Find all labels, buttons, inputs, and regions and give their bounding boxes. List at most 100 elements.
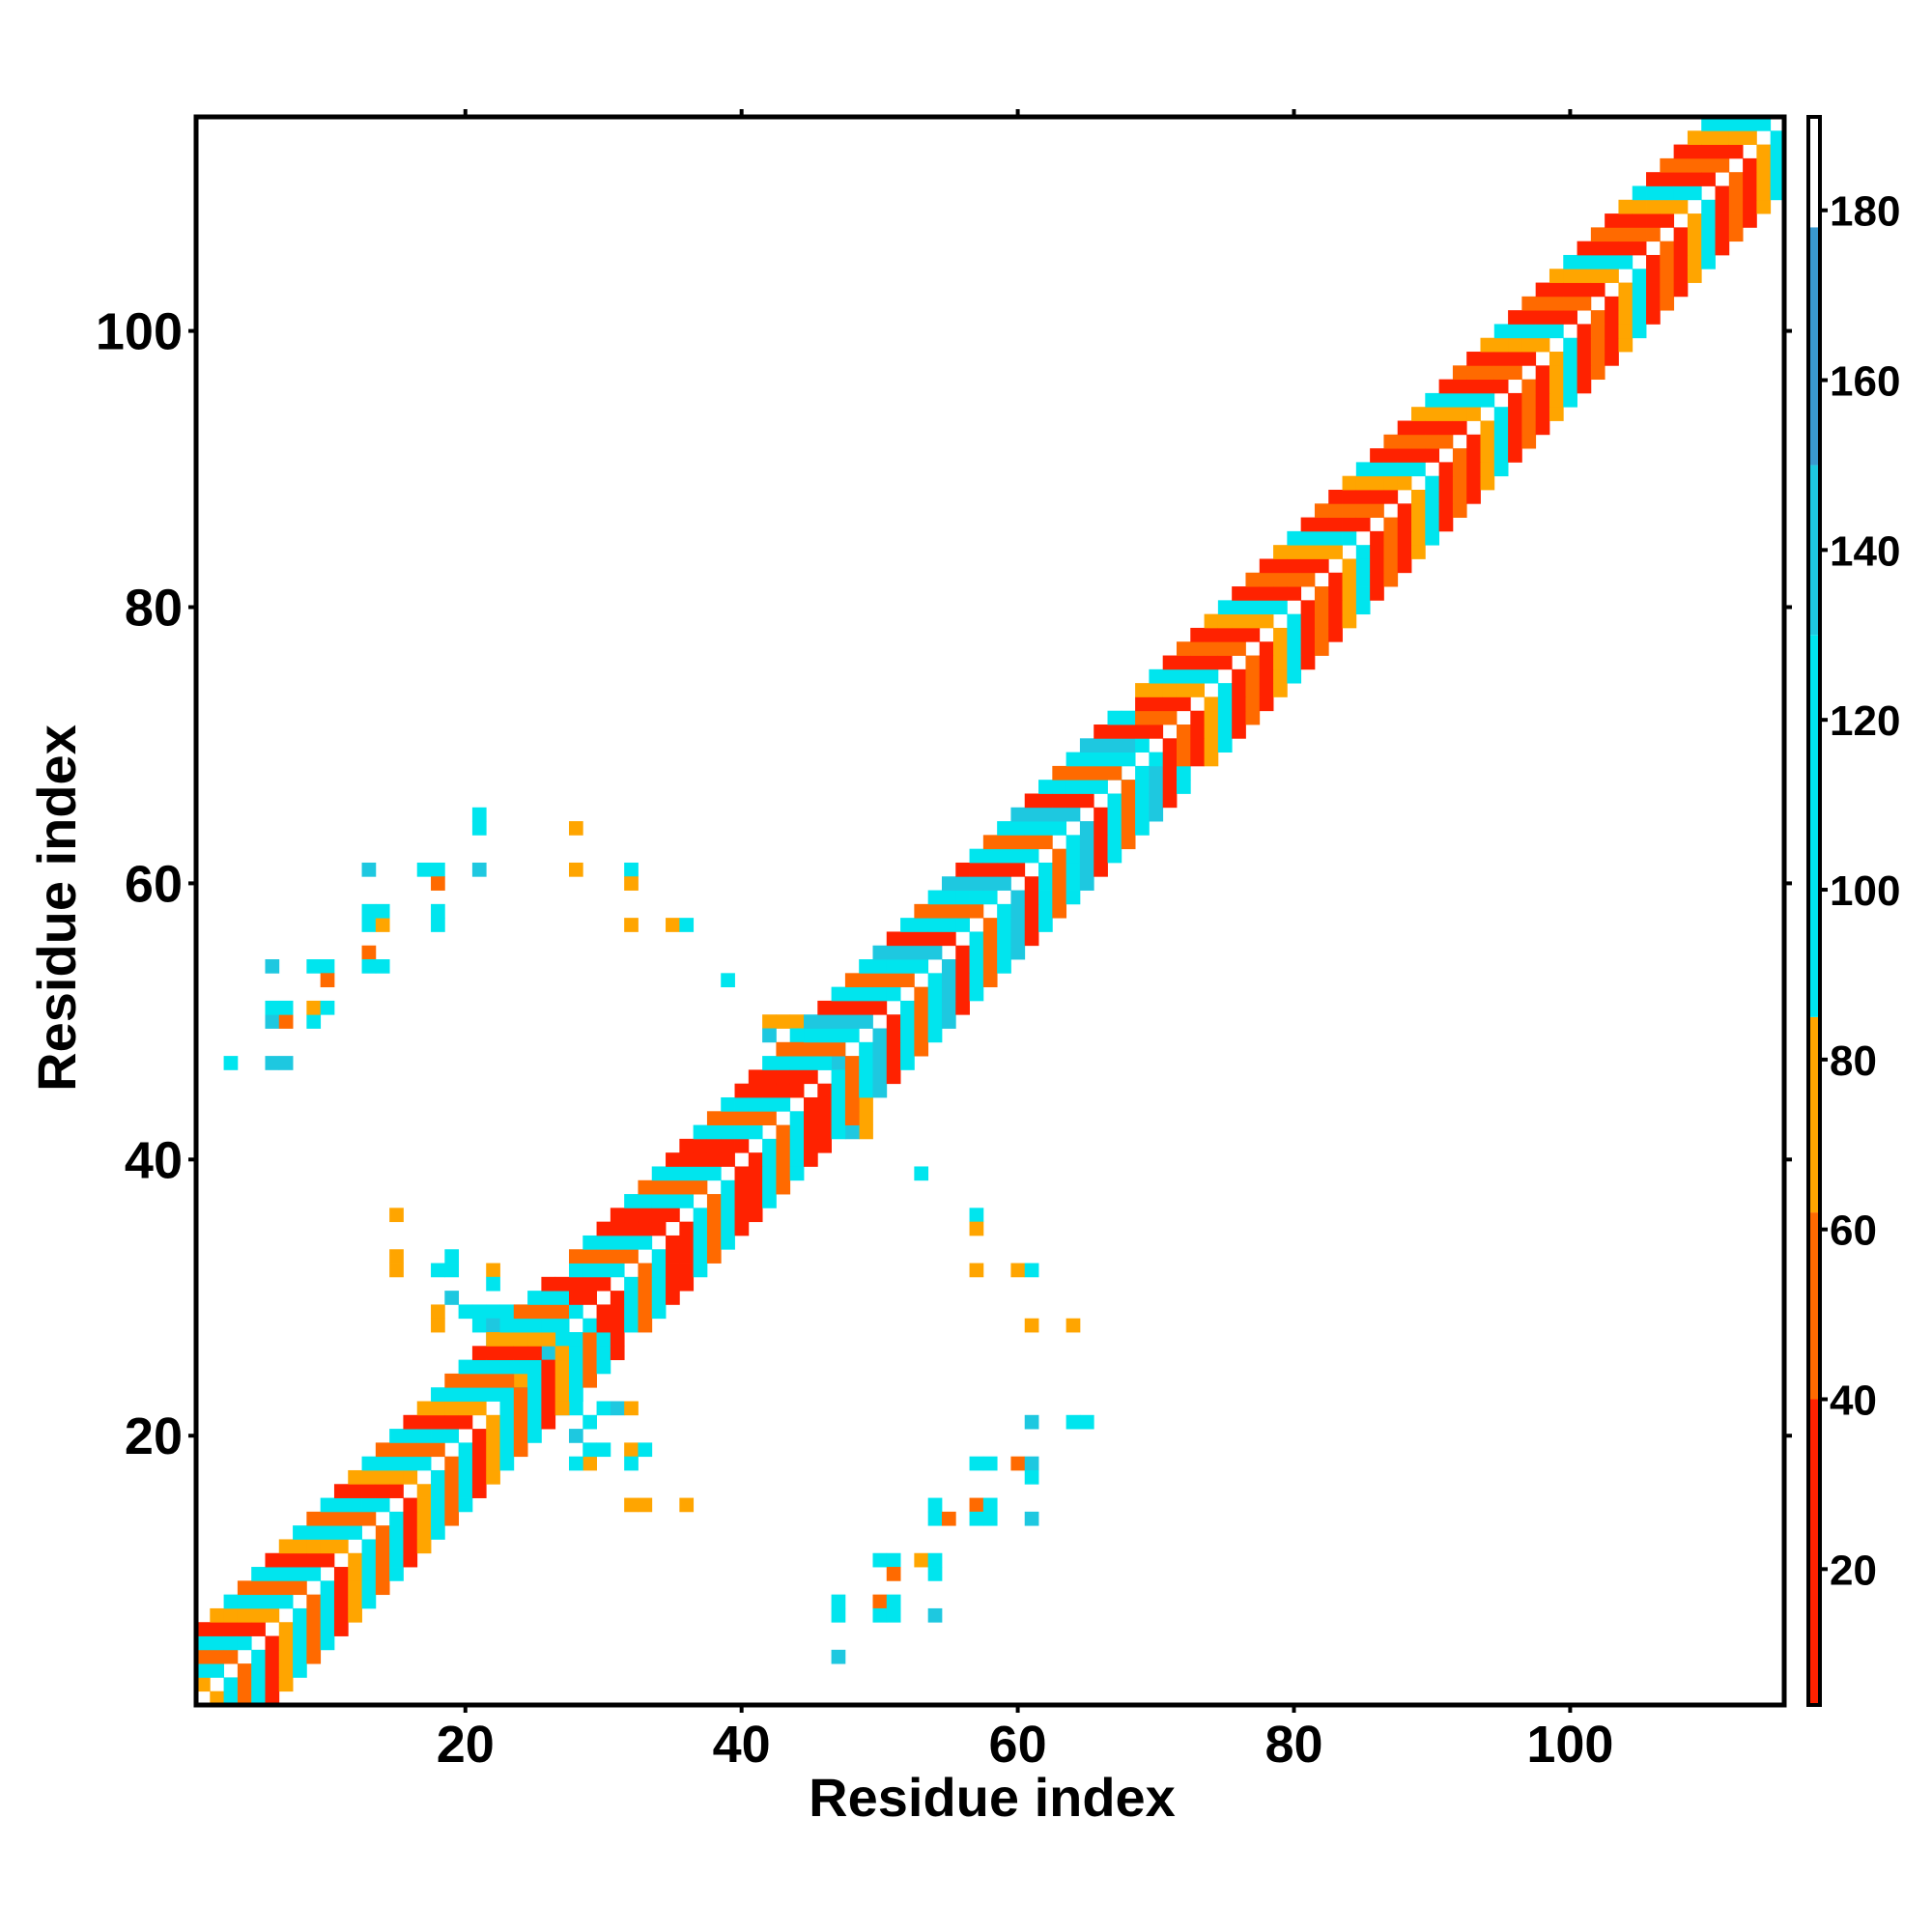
heatmap-cell (1438, 379, 1454, 394)
heatmap-cell (1701, 172, 1716, 186)
heatmap-cell (610, 1263, 625, 1278)
heatmap-cell (955, 1000, 970, 1015)
heatmap-cell (1162, 765, 1178, 781)
heatmap-cell (1024, 1318, 1039, 1333)
heatmap-cell (1687, 269, 1702, 283)
heatmap-cell (1715, 241, 1730, 256)
heatmap-cell (1328, 572, 1343, 587)
heatmap-cell (997, 835, 1011, 850)
heatmap-cell (499, 1456, 515, 1471)
heatmap-cell (762, 1194, 777, 1208)
heatmap-cell (541, 1276, 556, 1292)
heatmap-cell (568, 1359, 583, 1375)
heatmap-cell (471, 1469, 487, 1485)
heatmap-cell (734, 1179, 750, 1195)
heatmap-cell (1411, 530, 1426, 546)
heatmap-cell (886, 1041, 901, 1057)
heatmap-cell (1094, 862, 1108, 877)
heatmap-cell (306, 1539, 322, 1554)
heatmap-cell (554, 1359, 570, 1375)
heatmap-cell (1632, 269, 1647, 283)
heatmap-cell (1135, 683, 1150, 697)
heatmap-cell (1660, 254, 1675, 270)
heatmap-cell (1342, 572, 1357, 587)
heatmap-cell (1314, 600, 1329, 615)
heatmap-cell (638, 1179, 653, 1195)
heatmap-cell (1605, 254, 1619, 270)
heatmap-cell (651, 1276, 667, 1292)
heatmap-cell (1701, 241, 1716, 256)
heatmap-cell (817, 1041, 832, 1057)
heatmap-cell (1397, 434, 1412, 449)
heatmap-cell (817, 1028, 832, 1043)
y-tick-label: 100 (96, 303, 183, 361)
heatmap-cell (486, 1414, 500, 1430)
heatmap-cell (486, 1332, 500, 1347)
heatmap-cell (1135, 807, 1150, 822)
heatmap-cell (1370, 572, 1384, 587)
heatmap-cell (1245, 572, 1261, 587)
heatmap-cell (1535, 392, 1550, 408)
heatmap-cell (596, 1249, 611, 1264)
heatmap-cell (817, 1096, 832, 1112)
heatmap-cell (1383, 530, 1399, 546)
heatmap-cell (1535, 379, 1550, 394)
heatmap-cell (237, 1677, 252, 1692)
heatmap-cell (1673, 269, 1689, 283)
heatmap-cell (1300, 530, 1316, 546)
heatmap-cell (1632, 324, 1647, 339)
heatmap-cell (1548, 282, 1564, 298)
heatmap-cell (1024, 931, 1039, 947)
heatmap-cell (666, 1291, 680, 1305)
heatmap-cell (776, 1056, 791, 1070)
heatmap-cell (1548, 296, 1564, 311)
heatmap-cell (1660, 213, 1675, 228)
heatmap-cell (403, 1442, 418, 1458)
heatmap-cell (361, 1580, 377, 1596)
heatmap-cell (458, 1414, 473, 1430)
heatmap-cell (955, 876, 970, 891)
heatmap-cell (789, 1056, 805, 1070)
heatmap-cell (1397, 475, 1412, 491)
heatmap-cell (1176, 668, 1191, 684)
x-axis: 20 40 60 80 100 (437, 109, 1613, 1774)
heatmap-cell (403, 1497, 418, 1513)
heatmap-cell (499, 1414, 515, 1430)
heatmap-cell (1370, 586, 1384, 601)
heatmap-cell (348, 1511, 362, 1526)
heatmap-cell (679, 1166, 695, 1181)
heatmap-cell (1493, 324, 1509, 339)
heatmap-cell (403, 1456, 418, 1471)
heatmap-cell (651, 1249, 667, 1264)
heatmap-cell (804, 1014, 818, 1029)
heatmap-cell (900, 1028, 915, 1043)
heatmap-cell (624, 1497, 639, 1513)
heatmap-cell (223, 1690, 239, 1706)
heatmap-cell (1438, 434, 1454, 449)
heatmap-cell (541, 1291, 556, 1305)
heatmap-cell (624, 862, 639, 877)
heatmap-cell (1259, 641, 1274, 656)
heatmap-cell (1370, 489, 1384, 504)
heatmap-cell (1618, 227, 1634, 242)
heatmap-cell (265, 1056, 280, 1070)
heatmap-cell (527, 1373, 542, 1388)
heatmap-cell (624, 1235, 639, 1250)
heatmap-cell (1232, 683, 1246, 697)
heatmap-cell (1632, 213, 1647, 228)
heatmap-cell (1687, 213, 1702, 228)
heatmap-cell (1094, 780, 1108, 794)
heatmap-cell (1370, 462, 1384, 477)
heatmap-cell (596, 1332, 611, 1347)
heatmap-cell (982, 945, 998, 960)
heatmap-cell (969, 945, 984, 960)
heatmap-cell (1245, 613, 1261, 629)
heatmap-cell (499, 1387, 515, 1402)
heatmap-cell (486, 1318, 500, 1333)
heatmap-cell (1493, 434, 1509, 449)
heatmap-cell (1121, 807, 1136, 822)
heatmap-cell (734, 1221, 750, 1236)
heatmap-cell (1548, 310, 1564, 325)
heatmap-cell (969, 903, 984, 919)
heatmap-cell (997, 876, 1011, 891)
